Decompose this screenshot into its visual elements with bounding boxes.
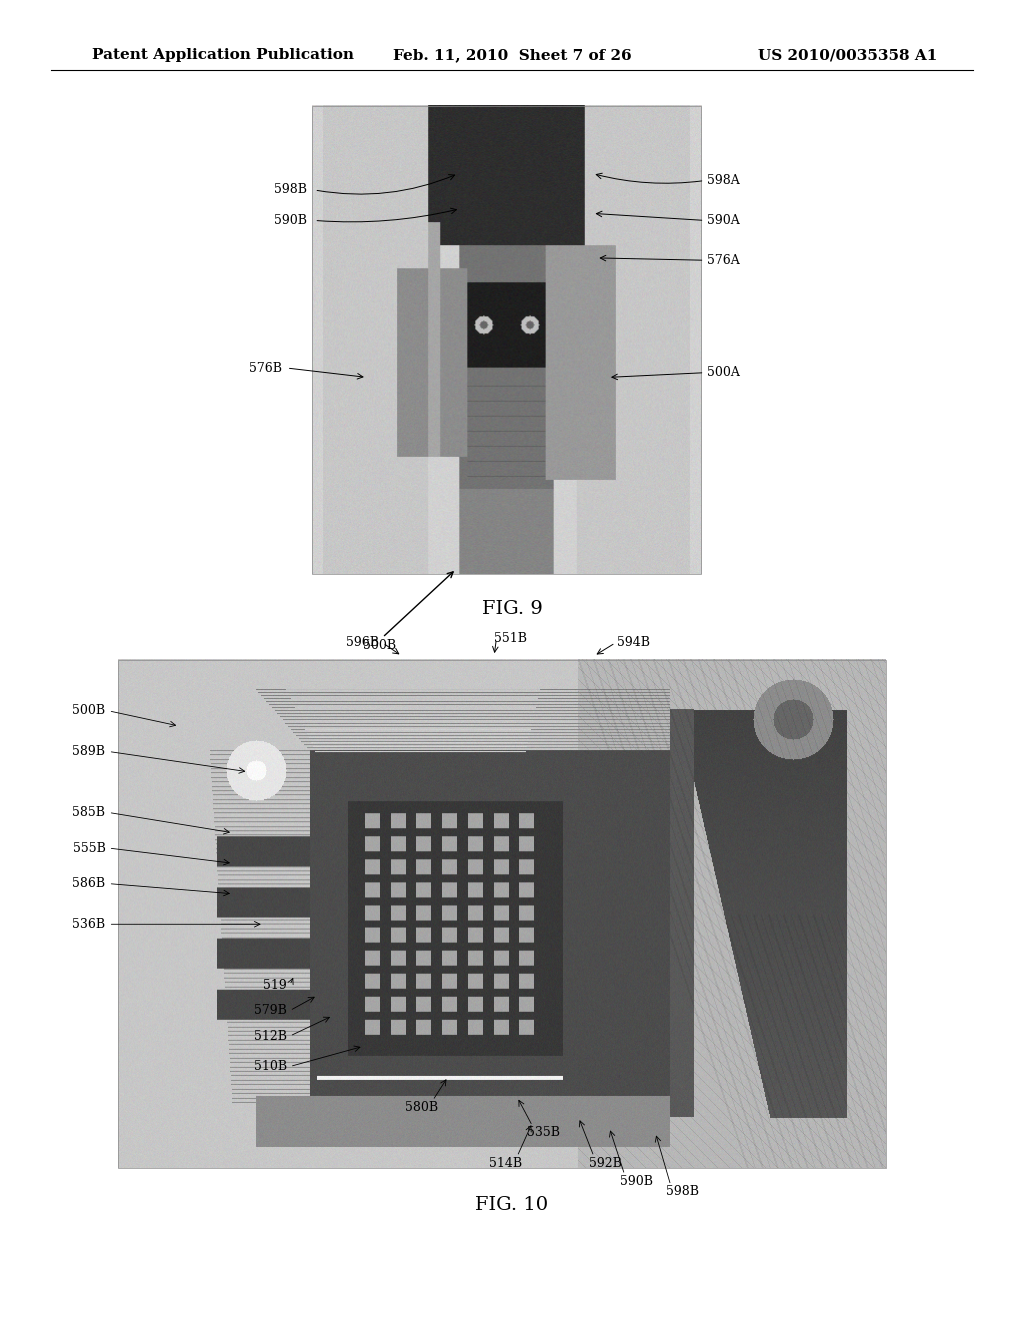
Text: 594B: 594B [616, 636, 650, 649]
Text: Patent Application Publication: Patent Application Publication [92, 49, 354, 62]
Text: 598B: 598B [666, 1185, 698, 1199]
Text: 598A: 598A [707, 174, 739, 187]
Bar [312, 106, 701, 574]
Text: 555B: 555B [73, 842, 105, 854]
Text: 500B: 500B [362, 639, 396, 652]
Text: 580B: 580B [404, 1101, 438, 1114]
Text: 596B: 596B [346, 636, 379, 649]
Text: 576A: 576A [707, 253, 739, 267]
Text: 500A: 500A [707, 366, 739, 379]
Text: 589B: 589B [73, 744, 105, 758]
Text: US 2010/0035358 A1: US 2010/0035358 A1 [758, 49, 937, 62]
Text: 551B: 551B [494, 632, 527, 645]
Text: 512B: 512B [254, 1030, 287, 1043]
Text: 535B: 535B [527, 1126, 560, 1139]
Text: Feb. 11, 2010  Sheet 7 of 26: Feb. 11, 2010 Sheet 7 of 26 [392, 49, 632, 62]
Text: 510B: 510B [254, 1060, 287, 1073]
Text: 586B: 586B [73, 876, 105, 890]
Text: 579B: 579B [254, 1005, 287, 1018]
Text: 536B: 536B [73, 917, 105, 931]
Text: 576B: 576B [249, 362, 282, 375]
Text: FIG. 9: FIG. 9 [481, 599, 543, 618]
Text: 585B: 585B [73, 807, 105, 818]
Text: FIG. 10: FIG. 10 [475, 1196, 549, 1214]
Text: 590A: 590A [707, 214, 739, 227]
Text: 590B: 590B [274, 214, 307, 227]
Text: 500B: 500B [73, 705, 105, 717]
Text: 590B: 590B [620, 1175, 652, 1188]
Text: 519: 519 [263, 978, 287, 991]
Text: 514B: 514B [489, 1156, 522, 1170]
Text: 598B: 598B [274, 183, 307, 197]
Bar [118, 660, 886, 1168]
Text: 592B: 592B [589, 1156, 622, 1170]
